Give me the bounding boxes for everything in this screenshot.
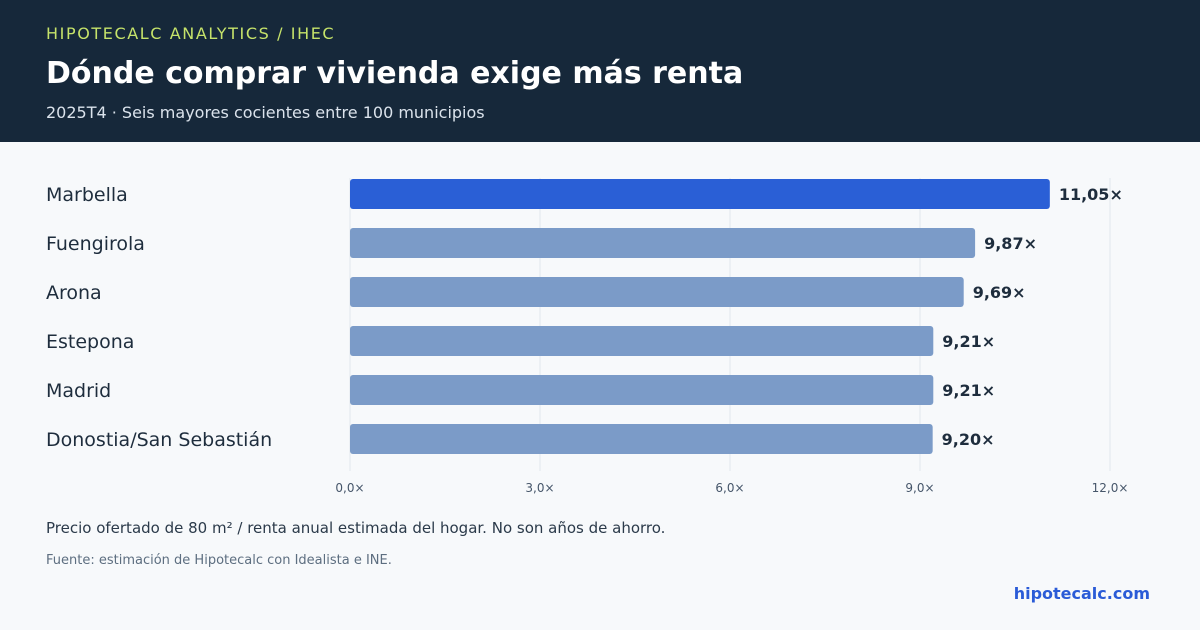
category-label: Marbella [46,184,128,206]
category-label: Estepona [46,331,134,353]
value-label: 9,20× [942,430,995,449]
bar [350,326,934,356]
category-label: Donostia/San Sebastián [46,429,272,451]
x-tick-label: 3,0× [525,481,554,495]
bar-chart: 0,0× 3,0× 6,0× 9,0× 12,0× Marbella 11,05× Fueng… [46,178,1129,495]
chart-note: Precio ofertado de 80 m² / renta anual e… [46,519,666,537]
x-tick-label: 12,0× [1092,481,1129,495]
value-label: 9,87× [984,234,1037,253]
chart-title: Dónde comprar vivienda exige más renta [46,56,744,91]
header-band: HIPOTECALC ANALYTICS / IHEC Dónde compra… [0,0,1200,142]
chart-source: Fuente: estimación de Hipotecalc con Ide… [46,553,392,568]
x-tick-label: 9,0× [905,481,934,495]
category-label: Arona [46,282,102,304]
x-tick-label: 6,0× [715,481,744,495]
header-kicker: HIPOTECALC ANALYTICS / IHEC [46,24,336,43]
value-label: 9,21× [942,381,995,400]
category-label: Fuengirola [46,233,145,255]
category-label: Madrid [46,380,111,402]
value-label: 9,21× [942,332,995,351]
bar [350,277,964,307]
value-label: 11,05× [1059,185,1123,204]
bar [350,179,1050,209]
bar [350,228,976,258]
bar [350,375,934,405]
chart-subtitle: 2025T4 · Seis mayores cocientes entre 10… [46,103,485,122]
bar [350,424,933,454]
value-label: 9,69× [973,283,1026,302]
x-tick-label: 0,0× [335,481,364,495]
brand-link[interactable]: hipotecalc.com [1013,584,1150,603]
